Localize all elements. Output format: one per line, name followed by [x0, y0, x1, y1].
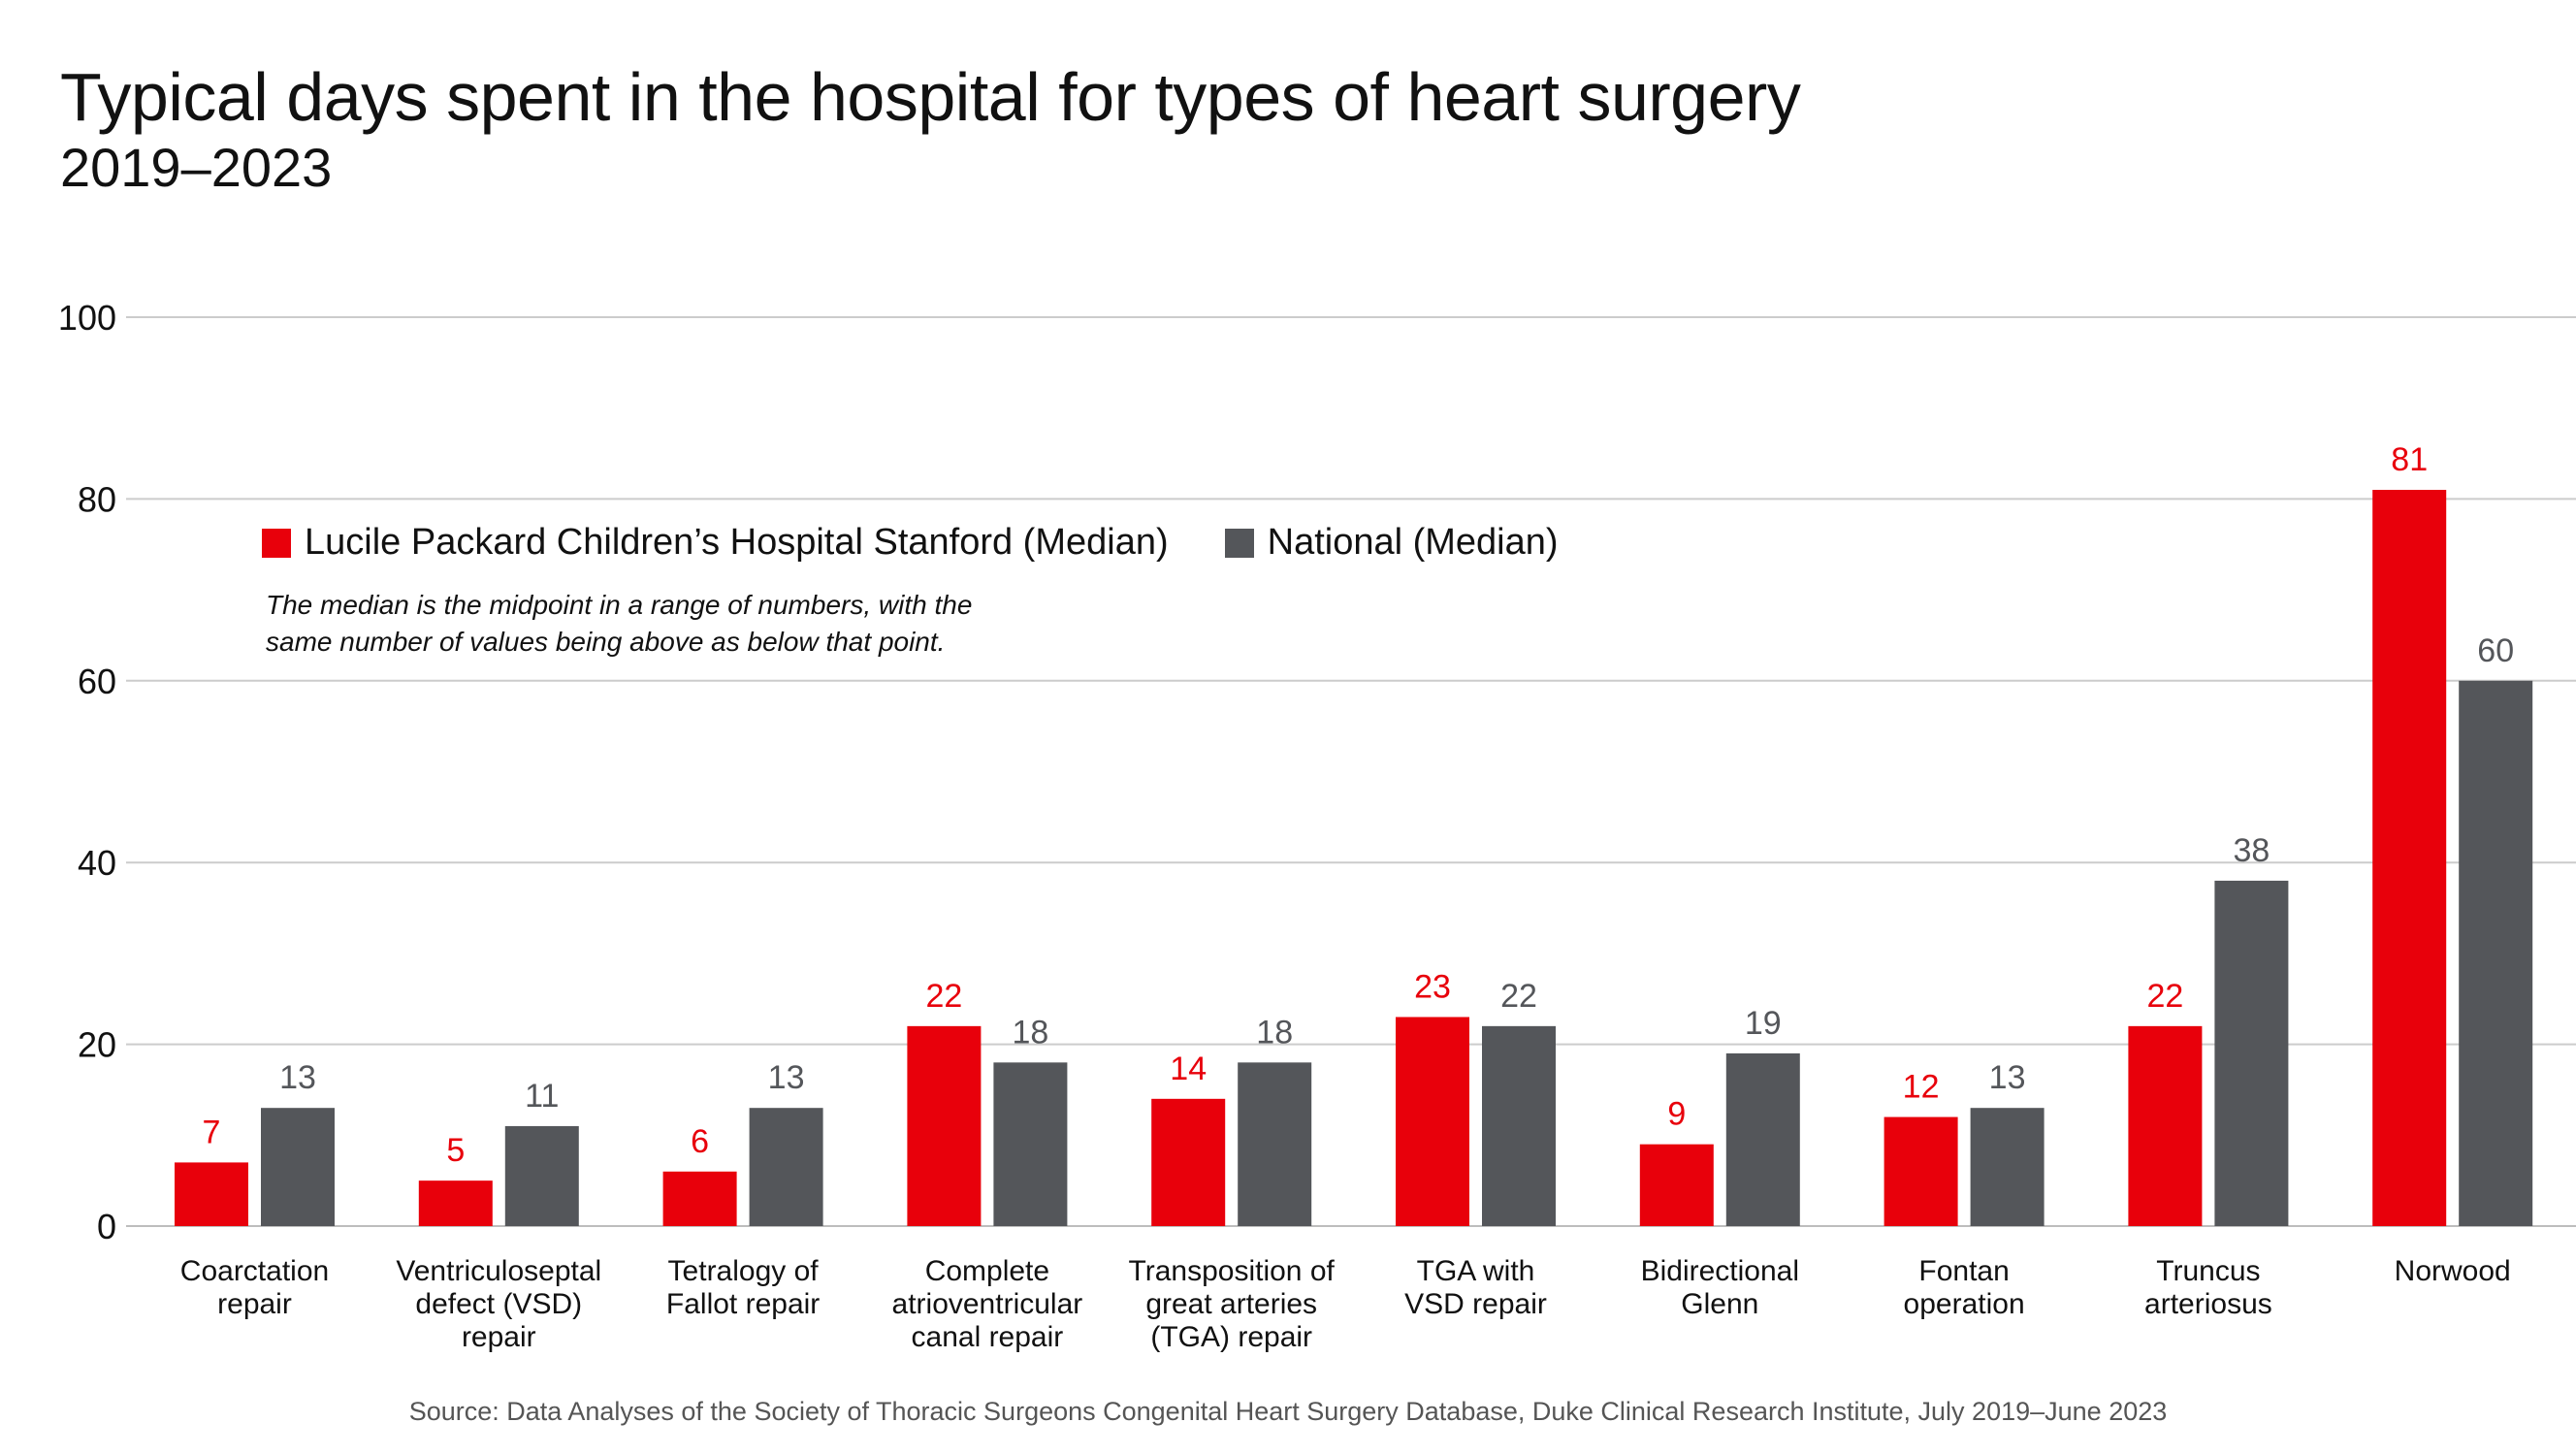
- data-label: 60: [2477, 632, 2514, 669]
- bar-national: [993, 1062, 1068, 1226]
- data-label: 9: [1667, 1096, 1686, 1133]
- x-tick-label: defect (VSD): [415, 1288, 582, 1320]
- bar-national: [1970, 1108, 2045, 1226]
- x-tick-label: Coarctation: [180, 1255, 329, 1287]
- x-tick-label: Norwood: [2395, 1255, 2511, 1287]
- legend-swatch-national: [1224, 528, 1254, 558]
- x-tick-label: atrioventricular: [892, 1288, 1083, 1320]
- x-tick-label: operation: [1904, 1288, 2025, 1320]
- data-label: 22: [925, 978, 962, 1015]
- bar-stanford: [1396, 1017, 1469, 1226]
- bar-stanford: [175, 1162, 248, 1226]
- y-tick-label: 20: [78, 1025, 116, 1065]
- y-tick-label: 100: [58, 298, 116, 338]
- x-tick-label: canal repair: [912, 1321, 1064, 1353]
- x-tick-label: Transposition of: [1129, 1255, 1336, 1287]
- median-note: The median is the midpoint in a range of…: [266, 590, 973, 657]
- data-label: 13: [1989, 1059, 2026, 1096]
- data-label: 6: [691, 1123, 709, 1160]
- bar-national: [749, 1108, 823, 1226]
- bar-stanford: [1151, 1098, 1226, 1226]
- x-tick-label: repair: [462, 1321, 536, 1353]
- legend-swatch-stanford: [262, 528, 291, 558]
- y-tick-label: 40: [78, 843, 116, 883]
- x-tick-label: TGA with: [1417, 1255, 1535, 1287]
- x-tick-label: VSD repair: [1404, 1288, 1547, 1320]
- bar-national: [2214, 880, 2289, 1226]
- bar-national: [1482, 1025, 1556, 1226]
- data-label: 18: [1012, 1014, 1048, 1051]
- x-tick-label: Ventriculoseptal: [396, 1255, 601, 1287]
- bar-national: [1725, 1052, 1800, 1226]
- data-label: 13: [279, 1059, 316, 1096]
- legend-label-stanford: Lucile Packard Children’s Hospital Stanf…: [305, 522, 1169, 563]
- x-tick-label: Complete: [925, 1255, 1049, 1287]
- x-tick-label: Fontan: [1918, 1255, 2009, 1287]
- data-label: 18: [1256, 1014, 1293, 1051]
- y-tick-label: 60: [78, 662, 116, 701]
- source-note: Source: Data Analyses of the Society of …: [408, 1397, 2168, 1426]
- data-label: 14: [1170, 1051, 1207, 1087]
- data-label: 22: [1500, 978, 1537, 1015]
- bar-national: [2459, 680, 2533, 1226]
- bar-national: [504, 1125, 579, 1226]
- bar-stanford: [2372, 490, 2447, 1226]
- data-label: 12: [1903, 1069, 1940, 1106]
- x-tick-label: Bidirectional: [1641, 1255, 1799, 1287]
- bar-national: [261, 1108, 335, 1226]
- data-label: 19: [1745, 1005, 1782, 1042]
- bar-stanford: [2128, 1025, 2203, 1226]
- legend-label-national: National (Median): [1267, 522, 1559, 563]
- bar-stanford: [907, 1025, 982, 1226]
- data-label: 23: [1414, 968, 1451, 1005]
- x-tick-label: Glenn: [1681, 1288, 1758, 1320]
- y-tick-label: 80: [78, 479, 116, 519]
- bar-stanford: [662, 1171, 737, 1226]
- legend: Lucile Packard Children’s Hospital Stanf…: [262, 522, 1615, 564]
- y-tick-label: 0: [97, 1207, 116, 1246]
- data-label: 22: [2146, 978, 2183, 1015]
- data-label: 7: [203, 1114, 221, 1150]
- data-label: 5: [446, 1132, 465, 1169]
- data-label: 81: [2391, 441, 2428, 478]
- bar-stanford: [1639, 1144, 1714, 1226]
- bar-stanford: [418, 1180, 493, 1226]
- x-tick-label: Tetralogy of: [668, 1255, 820, 1287]
- x-tick-label: arteriosus: [2144, 1288, 2272, 1320]
- chart-title: Typical days spent in the hospital for t…: [60, 59, 1801, 135]
- bar-national: [1238, 1062, 1312, 1226]
- x-tick-label: Fallot repair: [666, 1288, 820, 1320]
- legend-item-stanford: Lucile Packard Children’s Hospital Stanf…: [262, 522, 1169, 564]
- x-tick-label: Truncus: [2156, 1255, 2260, 1287]
- bar-stanford: [1884, 1116, 1958, 1226]
- x-tick-label: (TGA) repair: [1150, 1321, 1312, 1353]
- data-label: 13: [768, 1059, 805, 1096]
- chart-subtitle: 2019–2023: [60, 137, 333, 198]
- x-tick-label: great arteries: [1145, 1288, 1317, 1320]
- data-label: 11: [525, 1078, 559, 1115]
- x-tick-label: repair: [217, 1288, 292, 1320]
- data-label: 38: [2233, 832, 2270, 869]
- legend-item-national: National (Median): [1224, 522, 1559, 564]
